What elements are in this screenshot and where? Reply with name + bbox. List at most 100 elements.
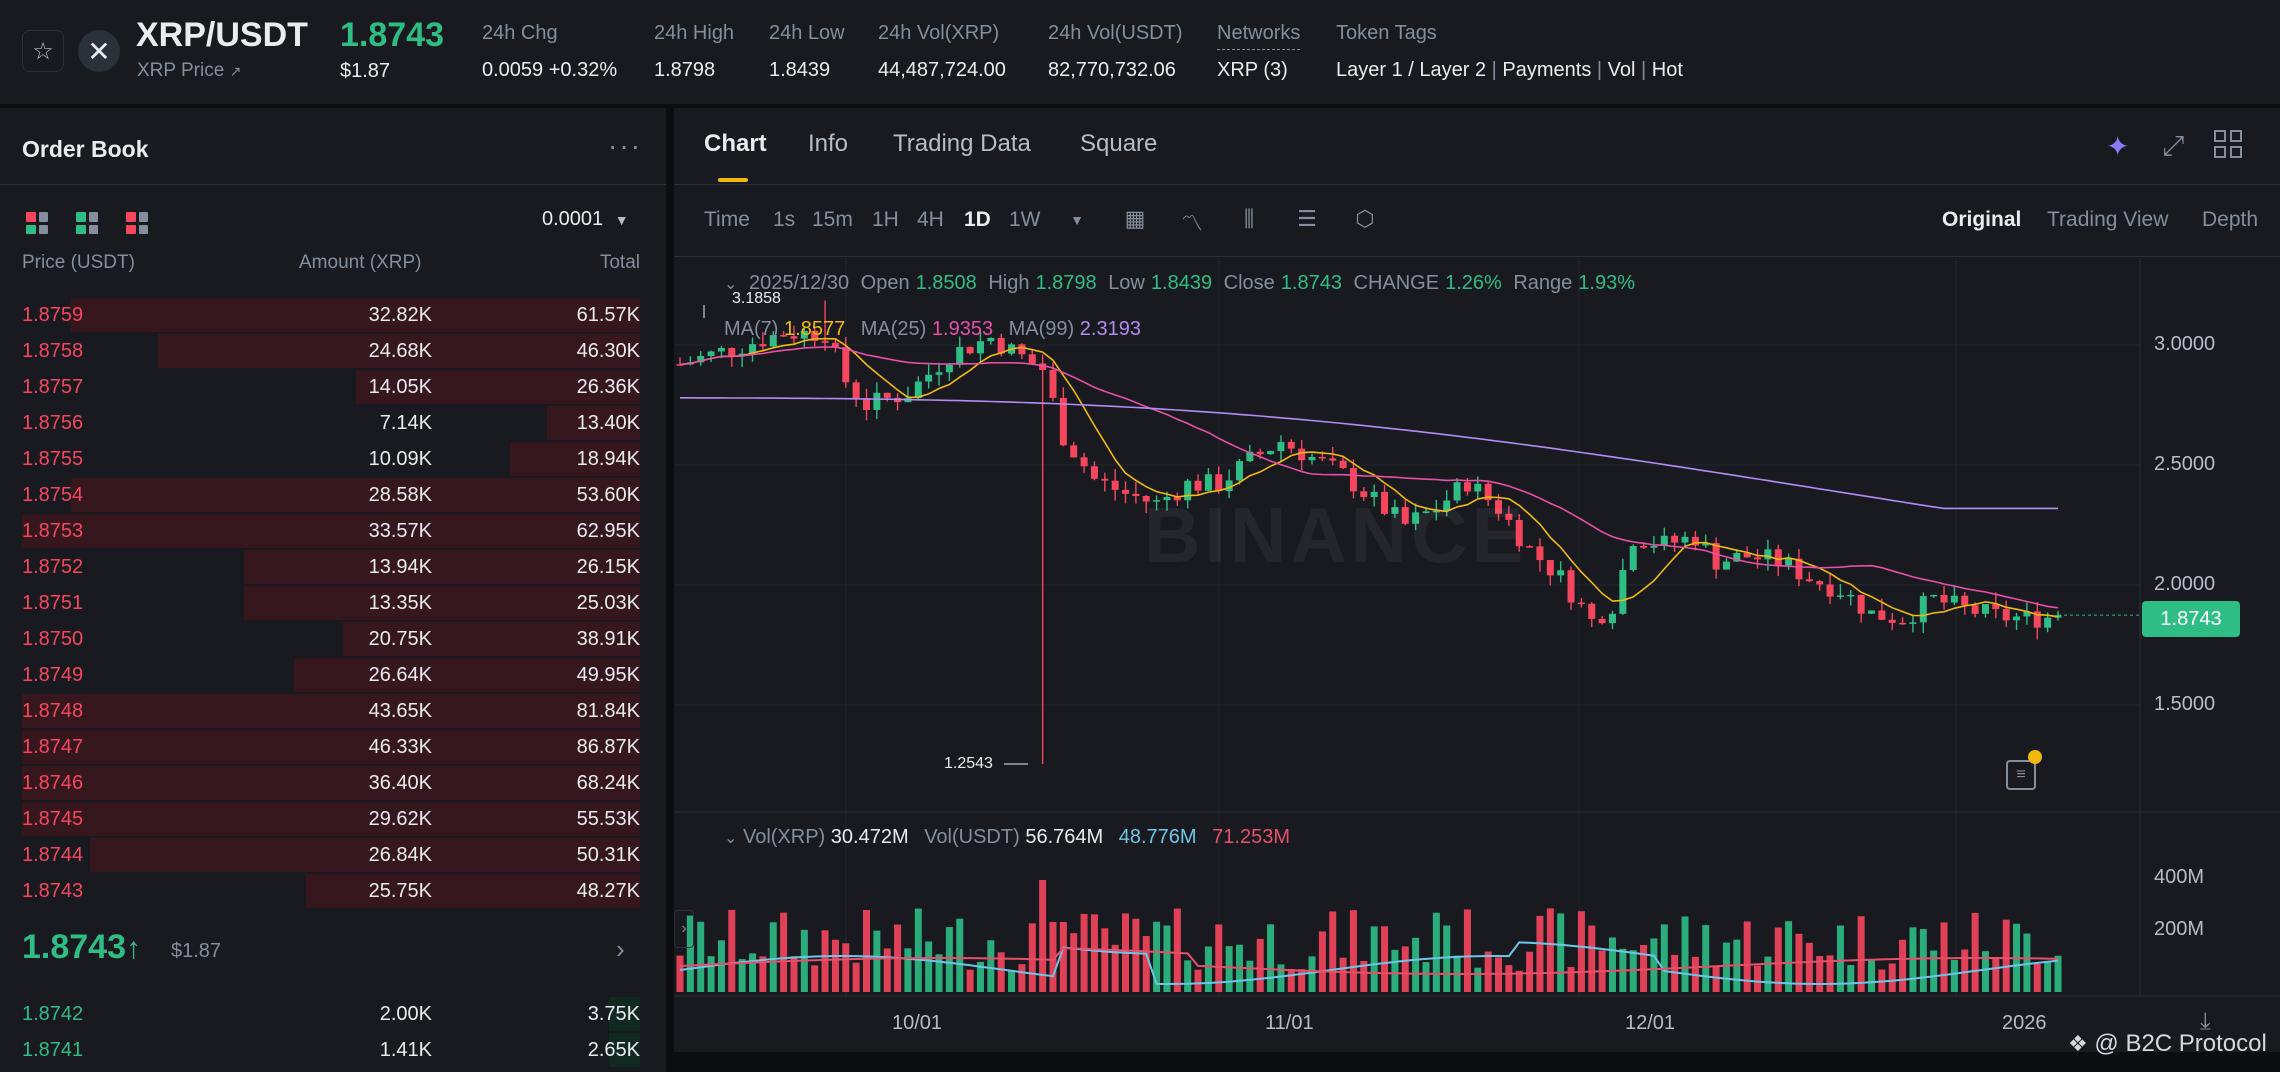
time-tick: 11/01 <box>1265 1012 1314 1034</box>
fullscreen-icon[interactable]: ⤢ <box>2162 130 2185 161</box>
timeframe-15m[interactable]: 15m <box>812 208 853 231</box>
tab-square[interactable]: Square <box>1080 130 1158 157</box>
view-depth[interactable]: Depth <box>2202 208 2259 231</box>
price-tick: 2.5000 <box>2154 453 2216 475</box>
book-both-sides-icon[interactable] <box>26 212 48 234</box>
candle-body <box>780 335 788 337</box>
bid-row[interactable]: 1.8742 2.00K 3.75K <box>22 997 640 1033</box>
candle-body <box>697 356 705 363</box>
timeframe-1w[interactable]: 1W <box>1009 208 1041 231</box>
news-note-icon[interactable]: ≡ <box>2006 760 2036 790</box>
view-original[interactable]: Original <box>1942 208 2022 231</box>
tag-link[interactable]: Vol <box>1607 59 1636 81</box>
row-total: 49.95K <box>576 664 640 686</box>
scroll-left-icon[interactable]: › <box>674 910 694 948</box>
volume-bar <box>966 969 974 992</box>
ask-row[interactable]: 1.8754 28.58K 53.60K <box>22 478 640 514</box>
chart-settings-icon[interactable]: ☰ <box>1297 206 1317 231</box>
volume-bar <box>1836 925 1844 992</box>
ai-sparkle-icon[interactable]: ✦ <box>2106 131 2130 162</box>
timeframe-1d[interactable]: 1D <box>964 208 991 231</box>
candle-body <box>966 346 974 354</box>
volume-bar <box>1868 959 1876 992</box>
timeframe-4h[interactable]: 4H <box>917 208 944 231</box>
stat-label: 24h High <box>654 22 735 44</box>
col-price-header: Price (USDT) <box>22 252 135 273</box>
stat-networks[interactable]: Networks XRP (3) <box>1217 22 1301 82</box>
timeframe-more-chevron-icon[interactable]: ▼ <box>1070 212 1084 228</box>
candle-type-icon[interactable]: ⫼ <box>1243 206 1255 231</box>
candle-body <box>1090 466 1098 479</box>
bid-row[interactable]: 1.8741 1.41K 2.65K <box>22 1033 640 1069</box>
view-trading-view[interactable]: Trading View <box>2047 208 2169 231</box>
tab-chart[interactable]: Chart <box>704 130 767 157</box>
row-total: 48.27K <box>576 880 640 902</box>
volume-bar <box>1505 965 1513 992</box>
ohlc-change-label: CHANGE <box>1353 272 1440 294</box>
order-book-last-price[interactable]: 1.8743↑ <box>22 928 141 967</box>
ask-row[interactable]: 1.8756 7.14K 13.40K <box>22 406 640 442</box>
tab-info[interactable]: Info <box>808 130 849 157</box>
volume-bar <box>1557 913 1565 992</box>
ask-row[interactable]: 1.8757 14.05K 26.36K <box>22 370 640 406</box>
collapse-chevron-icon[interactable]: ⌄ <box>724 276 738 293</box>
ask-row[interactable]: 1.8746 36.40K 68.24K <box>22 766 640 802</box>
pair-subtitle-link[interactable]: XRP Price ↗ <box>137 60 241 82</box>
volume-bar <box>1018 964 1026 992</box>
ask-row[interactable]: 1.8748 43.65K 81.84K <box>22 694 640 730</box>
book-bids-only-icon[interactable] <box>76 212 98 234</box>
book-asks-only-icon[interactable] <box>126 212 148 234</box>
candle-body <box>1930 594 1938 597</box>
ask-row[interactable]: 1.8755 10.09K 18.94K <box>22 442 640 478</box>
drawing-tools-icon[interactable]: ⬡ <box>1355 206 1375 231</box>
more-options-icon[interactable]: ··· <box>608 130 642 161</box>
precision-select[interactable]: 0.0001 ▼ <box>542 208 629 231</box>
volume-bar <box>1329 911 1337 992</box>
ask-row[interactable]: 1.8751 13.35K 25.03K <box>22 586 640 622</box>
candle-body <box>1360 491 1368 498</box>
row-price: 1.8751 <box>22 592 84 614</box>
price-chart[interactable] <box>674 108 2280 1052</box>
timeframe-time[interactable]: Time <box>704 208 750 231</box>
timeframe-1h[interactable]: 1H <box>872 208 899 231</box>
ask-row[interactable]: 1.8758 24.68K 46.30K <box>22 334 640 370</box>
tag-link[interactable]: Hot <box>1651 59 1683 81</box>
indicators-icon[interactable]: 〽 <box>1180 211 1203 236</box>
ask-row[interactable]: 1.8759 32.82K 61.57K <box>22 298 640 334</box>
stat-24h-change: 24h Chg 0.0059 +0.32% <box>482 22 617 82</box>
ohlc-close: 1.8743 <box>1280 272 1342 294</box>
ask-row[interactable]: 1.8744 26.84K 50.31K <box>22 838 640 874</box>
ask-row[interactable]: 1.8752 13.94K 26.15K <box>22 550 640 586</box>
volume-bar <box>852 962 860 992</box>
timeframe-1s[interactable]: 1s <box>773 208 796 231</box>
candle-body <box>1888 619 1896 623</box>
collapse-chevron-icon[interactable]: ⌄ <box>724 830 738 847</box>
ask-row[interactable]: 1.8743 25.75K 48.27K <box>22 874 640 910</box>
ma-legend: MA(7) 1.8577 MA(25) 1.9353 MA(99) 2.3193 <box>724 318 1141 341</box>
ask-row[interactable]: 1.8749 26.64K 49.95K <box>22 658 640 694</box>
stat-label: 24h Vol(XRP) <box>878 22 1000 44</box>
volume-bar <box>1484 951 1492 992</box>
calendar-icon[interactable]: ▦ <box>1124 206 1146 231</box>
candle-body <box>1526 546 1534 548</box>
volume-bar <box>1090 914 1098 992</box>
ohlc-legend: ⌄ 2025/12/30 Open 1.8508 High 1.8798 Low 1.… <box>724 272 1641 295</box>
stat-label: Token Tags <box>1336 22 1437 44</box>
pair-title[interactable]: XRP/USDT <box>136 16 308 54</box>
tag-link[interactable]: Layer 1 / Layer 2 <box>1336 59 1487 81</box>
stat-value: 1.8798 <box>654 59 716 81</box>
ask-row[interactable]: 1.8753 33.57K 62.95K <box>22 514 640 550</box>
tab-trading-data[interactable]: Trading Data <box>893 130 1031 157</box>
volume-bar <box>873 930 881 992</box>
volume-legend: ⌄ Vol(XRP) 30.472M Vol(USDT) 56.764M 48.… <box>724 826 1290 849</box>
candle-body <box>2002 609 2010 621</box>
ask-row[interactable]: 1.8747 46.33K 86.87K <box>22 730 640 766</box>
reset-axis-icon[interactable]: ⤓ <box>2200 1008 2211 1035</box>
tag-link[interactable]: Payments <box>1502 59 1592 81</box>
ask-row[interactable]: 1.8745 29.62K 55.53K <box>22 802 640 838</box>
layout-grid-icon[interactable] <box>2214 130 2242 158</box>
chevron-right-icon[interactable]: › <box>616 934 625 964</box>
favorite-star-icon[interactable]: ☆ <box>22 30 64 72</box>
volume-bar <box>1153 921 1161 992</box>
ask-row[interactable]: 1.8750 20.75K 38.91K <box>22 622 640 658</box>
